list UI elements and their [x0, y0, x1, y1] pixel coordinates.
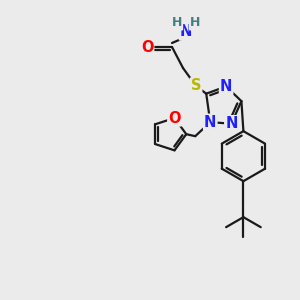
Text: S: S	[191, 79, 201, 94]
Text: H: H	[172, 16, 182, 29]
Text: N: N	[180, 25, 192, 40]
Text: N: N	[204, 115, 216, 130]
Text: N: N	[220, 79, 232, 94]
Text: O: O	[168, 110, 181, 125]
Text: N: N	[225, 116, 238, 131]
Text: O: O	[141, 40, 153, 55]
Text: H: H	[190, 16, 200, 29]
